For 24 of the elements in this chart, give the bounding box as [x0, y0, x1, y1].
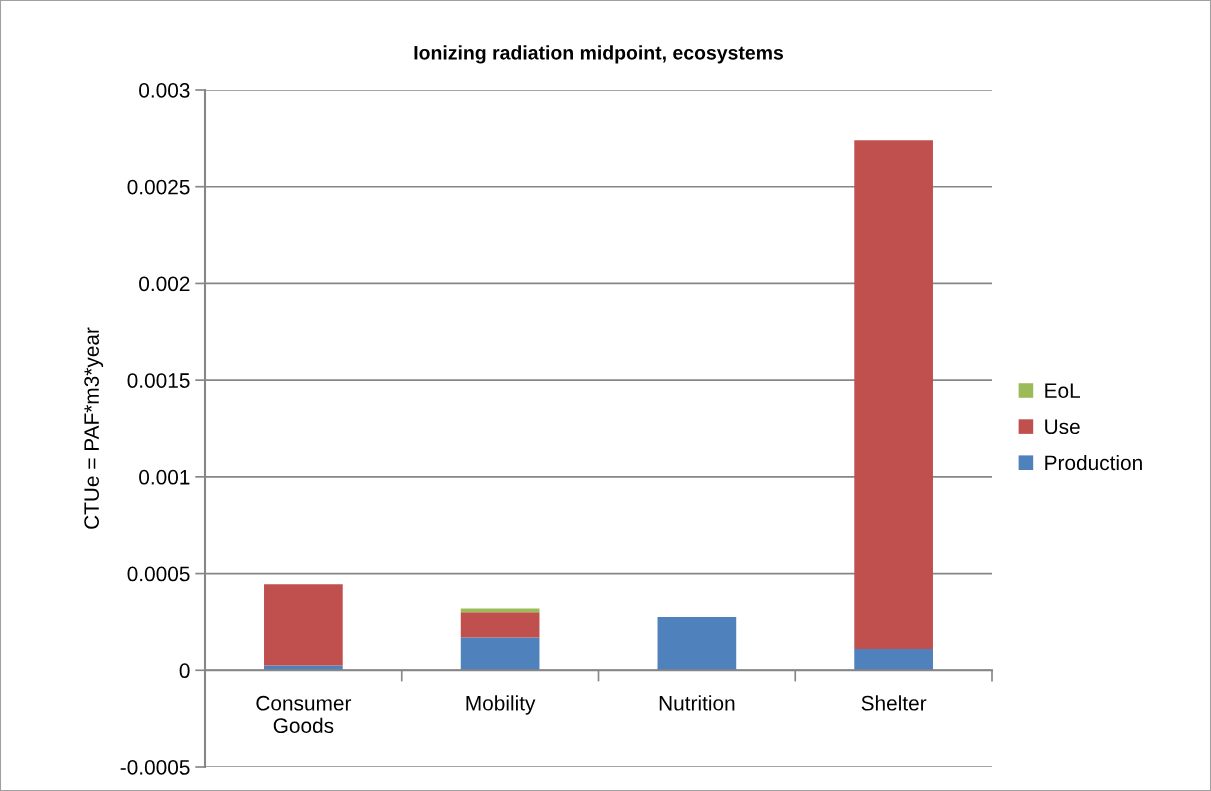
- bar: [460, 637, 540, 671]
- bar: [264, 584, 343, 666]
- x-tick-label: Nutrition: [659, 695, 735, 711]
- x-tick-label: Mobility: [466, 695, 536, 715]
- y-tick-label: 0.002: [139, 276, 190, 292]
- y-axis-title: CTUe = PAF*m3*year: [84, 327, 104, 529]
- x-tick-label: Shelter: [861, 695, 927, 711]
- bar: [460, 612, 540, 638]
- bar: [854, 649, 933, 671]
- y-tick-label: -0.0005: [120, 760, 190, 775]
- y-tick-label: 0: [179, 663, 190, 679]
- bar: [657, 616, 737, 671]
- y-tick-label: 0.0005: [127, 566, 190, 582]
- legend-label: EoL: [1045, 383, 1080, 399]
- y-tick-label: 0.003: [139, 83, 190, 98]
- chart-title: Ionizing radiation midpoint, ecosystems: [414, 45, 783, 64]
- y-tick-label: 0.0025: [127, 179, 190, 195]
- y-tick-label: 0.001: [139, 469, 190, 485]
- legend-label: Production: [1045, 454, 1142, 471]
- y-tick-label: 0.0015: [127, 373, 190, 388]
- bar: [854, 140, 933, 650]
- legend-label: Use: [1045, 419, 1080, 435]
- bar: [460, 608, 540, 613]
- x-tick-label: Consumer Goods: [256, 695, 352, 734]
